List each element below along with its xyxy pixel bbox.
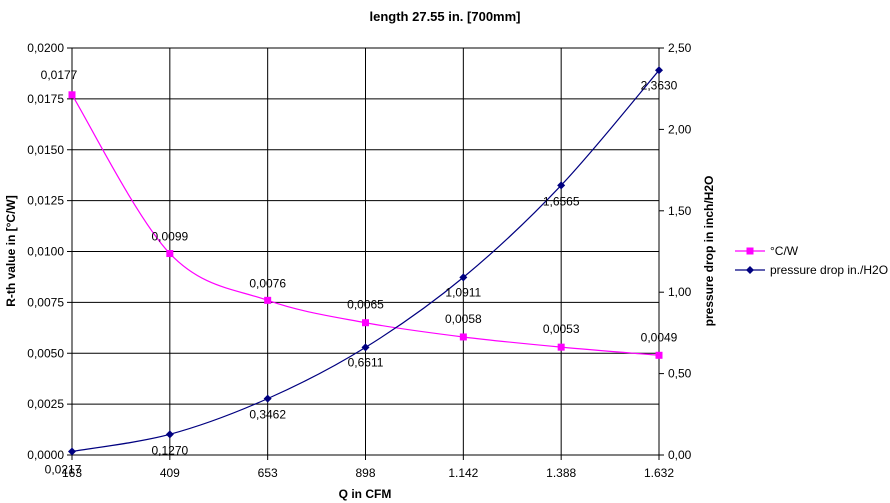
y-right-tick-label: 0,50 [668, 367, 692, 381]
pressure-drop-data-label: 0,1270 [151, 443, 188, 457]
rth-data-point [655, 351, 663, 359]
y-left-tick-label: 0,0075 [27, 295, 64, 309]
rth-data-point [264, 296, 272, 304]
pressure-drop-data-point [361, 343, 370, 352]
rth-data-point [166, 250, 174, 258]
pressure-drop-data-point [165, 430, 174, 439]
rth-data-label: 0,0049 [641, 330, 678, 344]
rth-data-label: 0,0065 [347, 298, 384, 312]
grid [67, 47, 664, 460]
y-right-tick-label: 2,50 [668, 41, 692, 55]
y-right-tick-label: 0,00 [668, 448, 692, 462]
legend-label: pressure drop in./H2O [770, 263, 888, 277]
x-tick-label: 1.632 [644, 466, 674, 480]
legend-marker [746, 247, 754, 255]
pressure-drop-data-point [263, 394, 272, 403]
pressure-drop-data-label: 0,6611 [348, 355, 384, 369]
x-axis-title: Q in CFM [339, 487, 392, 501]
y-left-tick-label: 0,0175 [27, 92, 64, 106]
y-left-tick-label: 0,0150 [27, 143, 64, 157]
rth-data-point [557, 343, 565, 351]
y-left-tick-label: 0,0200 [27, 41, 64, 55]
y-right-tick-label: 1,00 [668, 285, 692, 299]
x-tick-label: 1.388 [546, 466, 576, 480]
x-tick-label: 898 [355, 466, 375, 480]
legend-label: °C/W [770, 244, 799, 258]
y-left-tick-label: 0,0000 [27, 448, 64, 462]
rth-data-label: 0,0053 [543, 322, 580, 336]
rth-data-label: 0,0099 [151, 230, 188, 244]
pressure-drop-data-label: 0,0217 [45, 462, 82, 476]
pressure-drop-data-label: 1,6565 [543, 194, 580, 208]
tick-labels: 0,00000,00250,00500,00750,01000,01250,01… [27, 41, 691, 480]
x-tick-label: 1.142 [448, 466, 478, 480]
y-left-axis-title: R-th value in [°C/W] [4, 195, 18, 306]
rth-data-point [459, 333, 467, 341]
pressure-drop-data-point [655, 66, 663, 75]
pressure-drop-data-label: 1,0911 [445, 285, 481, 299]
rth-data-label: 0,0058 [445, 312, 482, 326]
legend-marker [746, 266, 754, 274]
pressure-drop-data-label: 0,3462 [249, 408, 286, 422]
y-right-tick-label: 1,50 [668, 204, 692, 218]
rth-data-label: 0,0076 [249, 276, 286, 290]
x-tick-label: 163 [62, 466, 82, 480]
y-left-tick-label: 0,0025 [27, 397, 64, 411]
pressure-drop-data-label: 2,3630 [641, 78, 678, 92]
pressure-drop-data-point [68, 447, 76, 456]
rth-data-point [68, 91, 76, 99]
y-left-tick-label: 0,0100 [27, 245, 64, 259]
pressure-drop-data-point [459, 273, 468, 282]
pressure-drop-data-point [557, 181, 566, 190]
x-tick-label: 409 [160, 466, 180, 480]
y-right-tick-label: 2,00 [668, 122, 692, 136]
y-left-tick-label: 0,0050 [27, 346, 64, 360]
series: 0,0177 0,0099 0,0076 0,0065 0,0058 0,0053 0,00… [41, 66, 678, 476]
x-tick-label: 653 [258, 466, 278, 480]
legend: °C/W pressure drop in./H2O [735, 244, 888, 277]
plot-frame [71, 47, 660, 456]
chart-title: length 27.55 in. [700mm] [370, 9, 521, 24]
rth-data-label: 0,0177 [41, 68, 78, 82]
y-right-axis-title: pressure drop in inch/H2O [702, 176, 716, 327]
rth-data-point [362, 319, 369, 327]
y-left-tick-label: 0,0125 [27, 194, 64, 208]
